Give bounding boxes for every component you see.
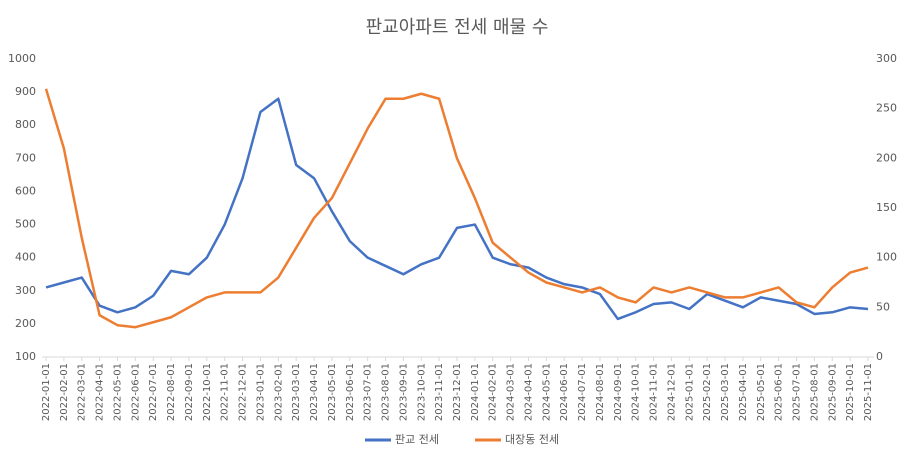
x-tick-label: 2023-02-01 [273,363,284,421]
x-tick-label: 2024-05-01 [541,363,552,421]
x-tick-label: 2022-05-01 [112,363,123,421]
y-tick-label: 800 [15,118,36,131]
x-tick-label: 2024-02-01 [488,363,499,421]
x-tick-label: 2022-06-01 [130,363,141,421]
y2-tick-label: 200 [876,151,897,164]
legend-label: 판교 전세 [395,433,439,446]
x-tick-label: 2023-03-01 [291,363,302,421]
y2-tick-label: 50 [876,300,890,313]
x-tick-label: 2024-11-01 [649,363,660,421]
y-tick-label: 200 [15,317,36,330]
y-tick-label: 600 [15,184,36,197]
x-tick-label: 2022-03-01 [77,363,88,421]
x-tick-label: 2022-04-01 [95,363,106,421]
y-tick-label: 400 [15,251,36,264]
x-tick-label: 2022-01-01 [41,363,52,421]
y-tick-label: 100 [15,350,36,363]
x-tick-label: 2025-04-01 [738,363,749,421]
x-tick-label: 2024-07-01 [577,363,588,421]
x-tick-label: 2025-05-01 [756,363,767,421]
x-tick-label: 2025-08-01 [809,363,820,421]
y-tick-label: 700 [15,151,36,164]
x-tick-label: 2024-12-01 [666,363,677,421]
y-tick-label: 300 [15,284,36,297]
chart-title: 판교아파트 전세 매물 수 [366,17,549,38]
x-tick-label: 2022-12-01 [238,363,249,421]
x-tick-label: 2025-02-01 [702,363,713,421]
series-line [45,97,869,321]
y-tick-label: 1000 [8,52,36,65]
x-tick-label: 2023-06-01 [345,363,356,421]
y-tick-label: 900 [15,85,36,98]
x-tick-label: 2023-04-01 [309,363,320,421]
x-tick-label: 2024-04-01 [523,363,534,421]
x-tick-label: 2025-10-01 [845,363,856,421]
x-tick-label: 2023-01-01 [255,363,266,421]
x-tick-label: 2023-10-01 [416,363,427,421]
x-tick-label: 2022-11-01 [220,363,231,421]
x-tick-label: 2025-01-01 [684,363,695,421]
x-tick-label: 2024-09-01 [613,363,624,421]
y-tick-label: 500 [15,218,36,231]
y2-tick-label: 250 [876,102,897,115]
x-tick-label: 2024-03-01 [506,363,517,421]
y2-tick-label: 300 [876,52,897,65]
y2-tick-label: 150 [876,201,897,214]
x-tick-label: 2024-08-01 [595,363,606,421]
x-tick-label: 2023-08-01 [381,363,392,421]
x-tick-label: 2025-06-01 [774,363,785,421]
x-tick-label: 2023-05-01 [327,363,338,421]
x-tick-label: 2022-07-01 [148,363,159,421]
x-tick-label: 2023-12-01 [452,363,463,421]
x-tick-label: 2022-08-01 [166,363,177,421]
x-tick-label: 2023-11-01 [434,363,445,421]
x-tick-label: 2022-09-01 [184,363,195,421]
y2-tick-label: 0 [876,350,883,363]
x-tick-label: 2023-09-01 [398,363,409,421]
series-line [44,88,869,329]
x-tick-label: 2024-10-01 [631,363,642,421]
x-tick-label: 2025-07-01 [792,363,803,421]
x-tick-label: 2025-09-01 [827,363,838,421]
x-tick-label: 2022-02-01 [59,363,70,421]
x-tick-label: 2022-10-01 [202,363,213,421]
x-tick-label: 2025-11-01 [863,363,874,421]
legend-label: 대장동 전세 [505,433,559,446]
x-tick-label: 2023-07-01 [363,363,374,421]
x-tick-label: 2024-06-01 [559,363,570,421]
x-tick-label: 2024-01-01 [470,363,481,421]
y2-tick-label: 100 [876,251,897,264]
x-tick-label: 2025-03-01 [720,363,731,421]
